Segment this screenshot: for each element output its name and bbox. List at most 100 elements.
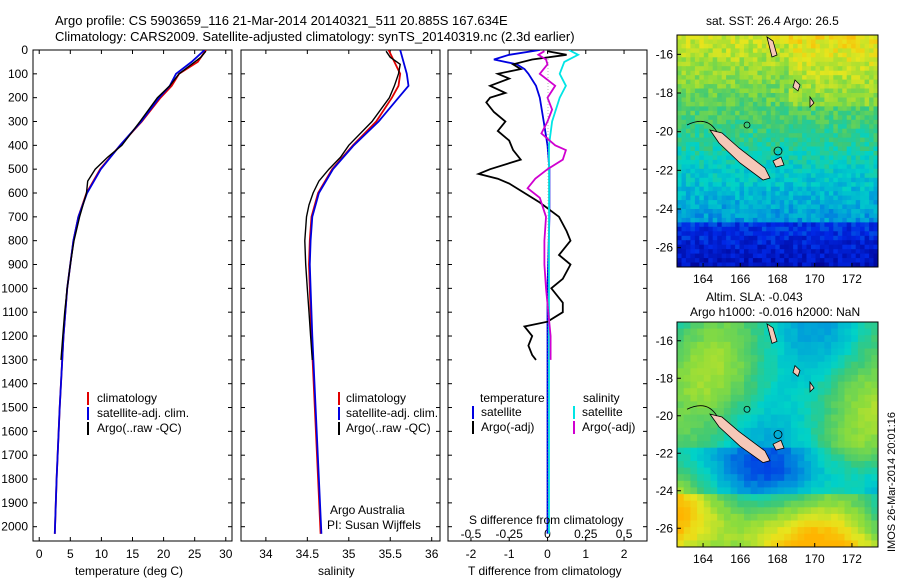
heatmap-cell bbox=[842, 124, 848, 130]
heatmap-cell bbox=[703, 70, 709, 76]
heatmap-cell bbox=[721, 213, 727, 219]
heatmap-cell bbox=[851, 408, 859, 416]
heatmap-cell bbox=[804, 447, 812, 455]
heatmap-cell bbox=[685, 75, 691, 81]
heatmap-cell bbox=[842, 204, 848, 210]
heatmap-cell bbox=[819, 35, 825, 41]
heatmap-cell bbox=[797, 93, 803, 99]
temperature-legend: climatology satellite-adj. clim. Argo(..… bbox=[87, 391, 189, 435]
heatmap-cell bbox=[739, 79, 745, 85]
map-y-tick-label: -26 bbox=[656, 521, 674, 535]
heatmap-cell bbox=[797, 88, 803, 94]
heatmap-cell bbox=[784, 66, 790, 72]
map-y-tick-label: -20 bbox=[656, 125, 674, 139]
heatmap-cell bbox=[694, 61, 700, 67]
heatmap-cell bbox=[793, 137, 799, 143]
heatmap-cell bbox=[770, 474, 779, 482]
heatmap-cell bbox=[828, 119, 834, 125]
heatmap-cell bbox=[770, 151, 776, 157]
heatmap-cell bbox=[864, 253, 870, 259]
heatmap-cell bbox=[797, 200, 803, 206]
heatmap-cell bbox=[855, 101, 861, 107]
heatmap-cell bbox=[710, 328, 718, 336]
heatmap-cell bbox=[797, 52, 803, 58]
heatmap-cell bbox=[837, 507, 846, 515]
heatmap-cell bbox=[699, 249, 705, 255]
heatmap-cell bbox=[837, 119, 843, 125]
heatmap-cell bbox=[744, 137, 750, 143]
heatmap-cell bbox=[797, 527, 805, 535]
heatmap-cell bbox=[804, 500, 812, 508]
heatmap-cell bbox=[717, 253, 723, 259]
heatmap-cell bbox=[723, 381, 732, 389]
heatmap-cell bbox=[775, 119, 781, 125]
heatmap-cell bbox=[837, 231, 843, 237]
heatmap-cell bbox=[779, 79, 785, 85]
heatmap-cell bbox=[864, 200, 870, 206]
heatmap-cell bbox=[703, 520, 712, 528]
heatmap-cell bbox=[837, 447, 846, 455]
heatmap-cell bbox=[744, 106, 750, 112]
heatmap-cell bbox=[797, 43, 803, 49]
heatmap-cell bbox=[752, 128, 758, 134]
heatmap-cell bbox=[708, 48, 714, 54]
heatmap-cell bbox=[739, 240, 745, 246]
heatmap-cell bbox=[873, 164, 878, 170]
heatmap-cell bbox=[730, 447, 738, 455]
heatmap-cell bbox=[717, 97, 723, 103]
heatmap-cell bbox=[750, 454, 758, 462]
heatmap-cell bbox=[730, 480, 738, 488]
heatmap-cell bbox=[873, 146, 878, 152]
heatmap-cell bbox=[685, 173, 691, 179]
heatmap-cell bbox=[846, 213, 852, 219]
heatmap-cell bbox=[744, 35, 750, 41]
heatmap-cell bbox=[842, 101, 848, 107]
heatmap-cell bbox=[757, 487, 765, 495]
x-tick-label: 34 bbox=[259, 547, 273, 561]
heatmap-cell bbox=[824, 240, 830, 246]
heatmap-cell bbox=[824, 244, 830, 250]
heatmap-cell bbox=[703, 151, 709, 157]
heatmap-cell bbox=[869, 57, 875, 63]
heatmap-cell bbox=[824, 115, 830, 121]
heatmap-cell bbox=[757, 500, 765, 508]
heatmap-cell bbox=[739, 182, 745, 188]
heatmap-cell bbox=[797, 155, 803, 161]
heatmap-cell bbox=[708, 235, 714, 241]
heatmap-cell bbox=[779, 75, 785, 81]
heatmap-cell bbox=[842, 159, 848, 165]
heatmap-cell bbox=[757, 222, 763, 228]
heatmap-cell bbox=[710, 467, 718, 475]
heatmap-cell bbox=[802, 209, 808, 215]
heatmap-cell bbox=[748, 133, 754, 139]
heatmap-cell bbox=[730, 213, 736, 219]
heatmap-cell bbox=[811, 182, 817, 188]
heatmap-cell bbox=[699, 173, 705, 179]
heatmap-cell bbox=[790, 322, 799, 330]
heatmap-cell bbox=[779, 231, 785, 237]
annotation-argo-australia: Argo Australia bbox=[330, 503, 405, 517]
heatmap-cell bbox=[779, 209, 785, 215]
heatmap-cell bbox=[748, 101, 754, 107]
heatmap-cell bbox=[744, 401, 752, 409]
heatmap-cell bbox=[699, 35, 705, 41]
heatmap-cell bbox=[790, 374, 799, 383]
heatmap-cell bbox=[757, 75, 763, 81]
heatmap-cell bbox=[685, 191, 691, 197]
heatmap-cell bbox=[761, 240, 767, 246]
heatmap-cell bbox=[757, 48, 763, 54]
heatmap-cell bbox=[797, 361, 805, 369]
heatmap-cell bbox=[757, 213, 763, 219]
heatmap-cell bbox=[797, 70, 803, 76]
heatmap-cell bbox=[824, 394, 832, 402]
heatmap-cell bbox=[855, 106, 861, 112]
heatmap-cell bbox=[694, 101, 700, 107]
heatmap-cell bbox=[737, 447, 745, 455]
heatmap-cell bbox=[723, 408, 732, 416]
heatmap-cell bbox=[770, 414, 779, 422]
heatmap-cell bbox=[730, 258, 736, 264]
heatmap-cell bbox=[685, 101, 691, 107]
heatmap-cell bbox=[681, 35, 687, 41]
heatmap-cell bbox=[811, 414, 819, 422]
heatmap-cell bbox=[677, 368, 685, 376]
